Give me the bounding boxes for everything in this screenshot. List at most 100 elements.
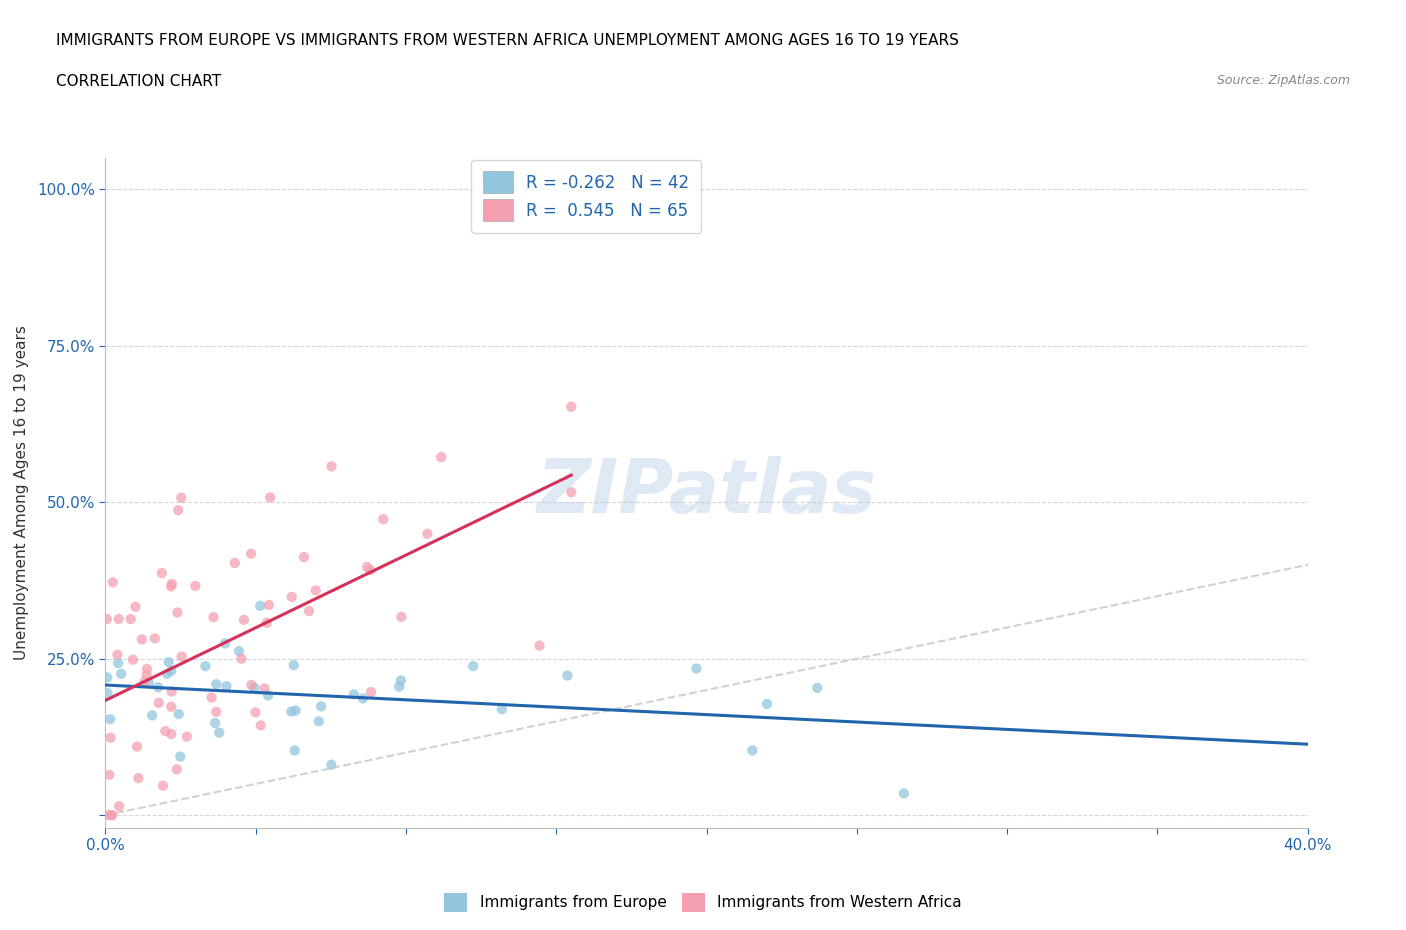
Point (120, 612, 142, 627)
Point (160, 579, 183, 594)
Point (122, 652, 145, 667)
Point (756, 697, 779, 711)
Point (184, 578, 207, 593)
Point (101, 808, 124, 823)
Point (321, 757, 343, 772)
Point (557, 668, 579, 683)
Point (224, 555, 246, 570)
Point (430, 450, 453, 465)
Point (97, 808, 120, 823)
Point (110, 667, 132, 682)
Point (893, 786, 915, 801)
Point (243, 680, 266, 695)
Point (98, 767, 121, 782)
Point (167, 707, 190, 722)
Point (416, 526, 439, 541)
Point (343, 687, 366, 702)
Point (240, 677, 263, 692)
Point (167, 503, 190, 518)
Point (356, 560, 378, 575)
Point (257, 597, 280, 612)
Point (245, 705, 267, 720)
Point (359, 563, 381, 578)
Point (107, 612, 129, 627)
Point (463, 658, 485, 673)
Point (205, 677, 228, 692)
Point (200, 690, 222, 705)
Point (259, 490, 281, 505)
Text: ZIPatlas: ZIPatlas (537, 457, 876, 529)
Point (96, 670, 118, 684)
Point (146, 680, 169, 695)
Point (96, 685, 118, 700)
Point (560, 485, 582, 499)
Point (141, 708, 163, 723)
Point (280, 590, 302, 604)
Point (249, 718, 271, 733)
Point (107, 656, 129, 671)
Point (150, 565, 173, 580)
Point (136, 661, 159, 676)
Point (373, 512, 395, 526)
Text: CORRELATION CHART: CORRELATION CHART (56, 74, 221, 89)
Point (127, 771, 149, 786)
Point (389, 673, 412, 688)
Point (160, 684, 183, 699)
Point (166, 605, 188, 620)
Point (391, 609, 413, 624)
Point (283, 658, 305, 672)
Point (143, 631, 166, 645)
Point (125, 739, 148, 754)
Point (214, 636, 236, 651)
Point (741, 743, 763, 758)
Point (131, 632, 153, 647)
Point (308, 714, 330, 729)
Point (233, 612, 256, 627)
Point (806, 681, 828, 696)
Point (360, 684, 382, 699)
Point (194, 658, 217, 673)
Point (321, 459, 343, 474)
Point (249, 598, 271, 613)
Point (166, 762, 188, 777)
Point (529, 638, 551, 653)
Point (685, 661, 707, 676)
Point (101, 575, 124, 590)
Point (176, 729, 198, 744)
Point (491, 702, 513, 717)
Point (309, 698, 332, 713)
Point (156, 667, 179, 682)
Point (152, 778, 174, 793)
Point (160, 577, 183, 591)
Point (240, 546, 263, 561)
Point (100, 730, 122, 745)
Point (138, 676, 160, 691)
Point (231, 651, 253, 666)
Point (256, 616, 278, 631)
Point (560, 399, 582, 414)
Point (108, 799, 131, 814)
Point (292, 550, 315, 565)
Point (204, 716, 226, 731)
Point (160, 699, 183, 714)
Point (160, 726, 183, 741)
Point (124, 599, 146, 614)
Point (134, 674, 156, 689)
Point (101, 808, 124, 823)
Point (170, 649, 193, 664)
Legend: Immigrants from Europe, Immigrants from Western Africa: Immigrants from Europe, Immigrants from … (439, 887, 967, 918)
Point (215, 679, 238, 694)
Y-axis label: Unemployment Among Ages 16 to 19 years: Unemployment Among Ages 16 to 19 years (14, 326, 28, 660)
Point (169, 750, 191, 764)
Point (352, 691, 374, 706)
Legend: R = -0.262   N = 42, R =  0.545   N = 65: R = -0.262 N = 42, R = 0.545 N = 65 (471, 160, 702, 232)
Point (253, 681, 276, 696)
Point (148, 696, 170, 711)
Point (135, 668, 157, 683)
Text: IMMIGRANTS FROM EUROPE VS IMMIGRANTS FROM WESTERN AFRICA UNEMPLOYMENT AMONG AGES: IMMIGRANTS FROM EUROPE VS IMMIGRANTS FRO… (56, 33, 959, 47)
Point (157, 655, 180, 670)
Point (155, 724, 177, 738)
Point (202, 610, 225, 625)
Point (284, 743, 307, 758)
Point (205, 704, 228, 719)
